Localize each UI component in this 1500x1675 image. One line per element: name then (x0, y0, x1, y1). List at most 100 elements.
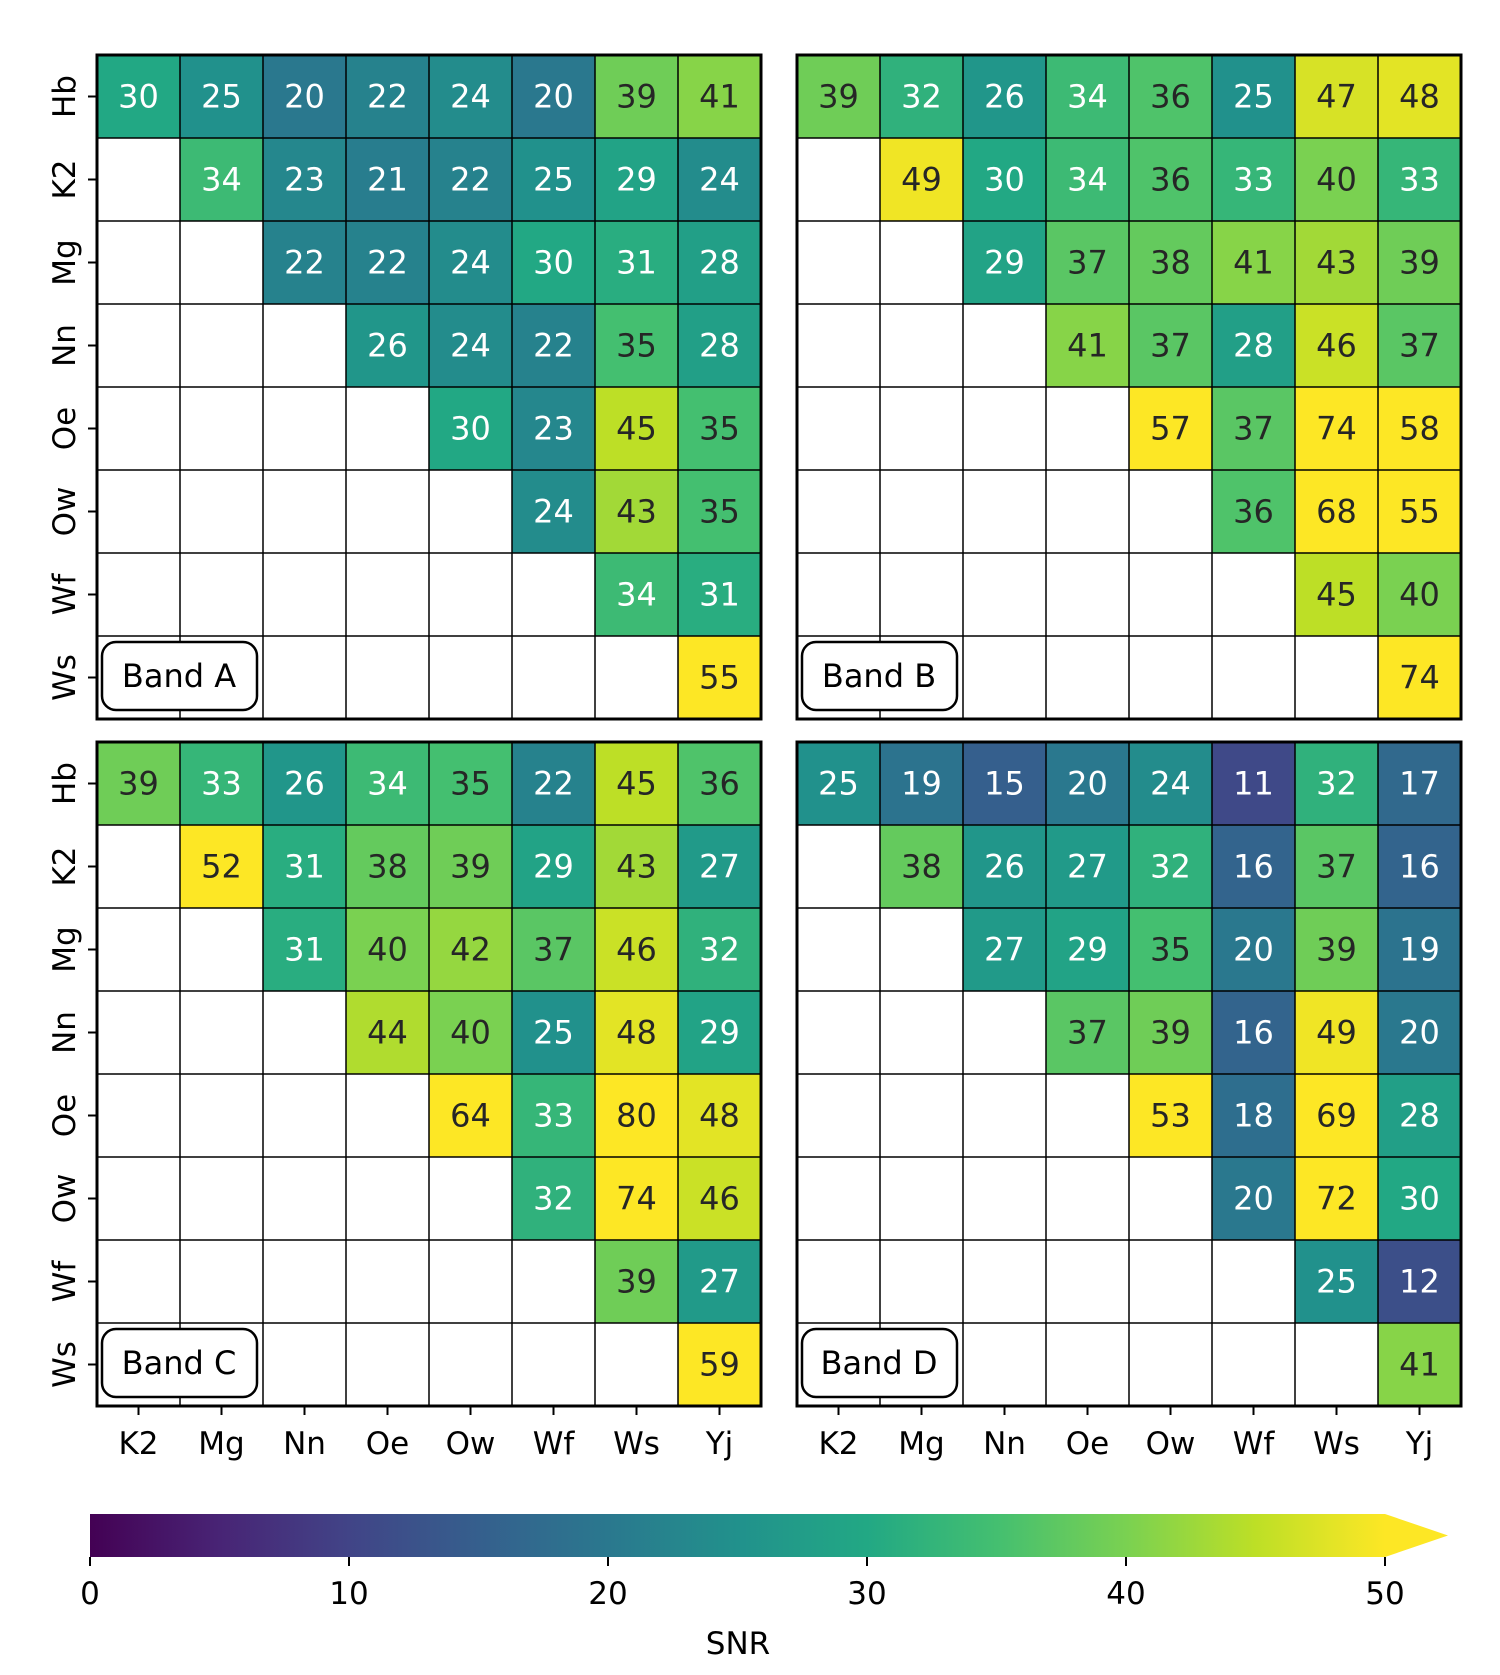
heatmap-cell (1295, 553, 1378, 636)
cell-value-label: 20 (1067, 765, 1108, 803)
heatmap-cell (1046, 742, 1129, 825)
cell-value-label: 24 (699, 161, 740, 199)
cell-value-label: 35 (699, 410, 740, 448)
heatmap-cell (1378, 553, 1461, 636)
heatmap-cell (1295, 825, 1378, 908)
cell-value-label: 41 (1399, 1346, 1440, 1384)
cell-value-label: 55 (1399, 493, 1440, 531)
heatmap-cell (678, 221, 761, 304)
cell-value-label: 32 (901, 78, 942, 116)
cell-value-label: 36 (1150, 78, 1191, 116)
heatmap-cell (678, 55, 761, 138)
cell-value-label: 39 (1150, 1014, 1191, 1052)
y-tick-label: Ow (47, 487, 83, 537)
heatmap-cell (1378, 55, 1461, 138)
heatmap-cell (595, 138, 678, 221)
cell-value-label: 40 (1399, 576, 1440, 614)
cell-value-label: 34 (616, 576, 657, 614)
cell-value-label: 45 (1316, 576, 1357, 614)
heatmap-cell (1295, 908, 1378, 991)
heatmap-cell (678, 1157, 761, 1240)
heatmap-cell (678, 138, 761, 221)
heatmap-cell (1378, 908, 1461, 991)
cell-value-label: 35 (616, 327, 657, 365)
heatmap-cell (1378, 1157, 1461, 1240)
cell-value-label: 29 (1067, 931, 1108, 969)
heatmap-cell (429, 221, 512, 304)
cell-value-label: 15 (984, 765, 1025, 803)
cell-value-label: 16 (1233, 1014, 1274, 1052)
heatmap-cell (429, 138, 512, 221)
heatmap-cell (797, 55, 880, 138)
cell-value-label: 36 (699, 765, 740, 803)
cell-value-label: 44 (367, 1014, 408, 1052)
heatmap-cell (1295, 742, 1378, 825)
cell-value-label: 36 (1150, 161, 1191, 199)
cell-value-label: 74 (616, 1180, 657, 1218)
heatmap-cell (429, 908, 512, 991)
heatmap-cell (1295, 221, 1378, 304)
colorbar-gradient (90, 1514, 1385, 1557)
heatmap-cell (678, 1240, 761, 1323)
heatmap-cell (1378, 991, 1461, 1074)
heatmap-cell (1378, 1074, 1461, 1157)
heatmap-cell (1212, 991, 1295, 1074)
cell-value-label: 42 (450, 931, 491, 969)
cell-value-label: 28 (1399, 1097, 1440, 1135)
cell-value-label: 32 (1316, 765, 1357, 803)
heatmap-cell (963, 742, 1046, 825)
heatmap-cell (263, 825, 346, 908)
cell-value-label: 33 (201, 765, 242, 803)
x-tick-label: Ws (1313, 1426, 1360, 1462)
heatmap-cell (429, 742, 512, 825)
x-tick-label: Nn (283, 1426, 326, 1462)
heatmap-cell (1046, 908, 1129, 991)
heatmap-cell (1212, 387, 1295, 470)
cell-value-label: 20 (1233, 931, 1274, 969)
cell-value-label: 59 (699, 1346, 740, 1384)
heatmap-cell (346, 908, 429, 991)
cell-value-label: 39 (818, 78, 859, 116)
cell-value-label: 30 (450, 410, 491, 448)
cell-value-label: 46 (699, 1180, 740, 1218)
panel-band-a: 30 25 20 22 24 20 39 41 34 23 21 22 25 29 24 22 22 24 30 31… (47, 53, 763, 721)
cell-value-label: 37 (1399, 327, 1440, 365)
heatmap-cell (880, 138, 963, 221)
band-label: Band A (100, 640, 259, 712)
heatmap-cell (1046, 304, 1129, 387)
y-tick-label: Ow (47, 1174, 83, 1224)
cell-value-label: 26 (984, 848, 1025, 886)
cell-value-label: 34 (367, 765, 408, 803)
y-tick-label: K2 (47, 159, 83, 199)
x-tick-label: Mg (198, 1426, 244, 1462)
cell-value-label: 52 (201, 848, 242, 886)
cell-value-label: 25 (818, 765, 859, 803)
heatmap-cell (512, 304, 595, 387)
band-label-box (100, 640, 259, 712)
heatmap-cell (180, 138, 263, 221)
heatmap-cell (346, 221, 429, 304)
heatmap-cell (1378, 1323, 1461, 1406)
colorbar-label: SNR (706, 1626, 770, 1662)
cell-value-label: 25 (201, 78, 242, 116)
cell-value-label: 34 (201, 161, 242, 199)
band-label-text: Band D (821, 1344, 938, 1382)
heatmap-cell (595, 1240, 678, 1323)
band-label-box (800, 640, 959, 712)
x-tick-label: Mg (898, 1426, 944, 1462)
cell-value-label: 24 (533, 493, 574, 531)
heatmap-cell (1129, 825, 1212, 908)
cell-value-label: 35 (450, 765, 491, 803)
heatmap-cell (512, 55, 595, 138)
heatmap-cell (678, 553, 761, 636)
heatmap-cell (595, 221, 678, 304)
heatmap-cell (1378, 825, 1461, 908)
cell-value-label: 38 (901, 848, 942, 886)
heatmap-cell (678, 636, 761, 719)
heatmap-cell (797, 742, 880, 825)
cell-value-label: 48 (699, 1097, 740, 1135)
cell-value-label: 29 (984, 244, 1025, 282)
heatmap-cell (678, 1323, 761, 1406)
cell-value-label: 24 (450, 78, 491, 116)
cell-value-label: 21 (367, 161, 408, 199)
